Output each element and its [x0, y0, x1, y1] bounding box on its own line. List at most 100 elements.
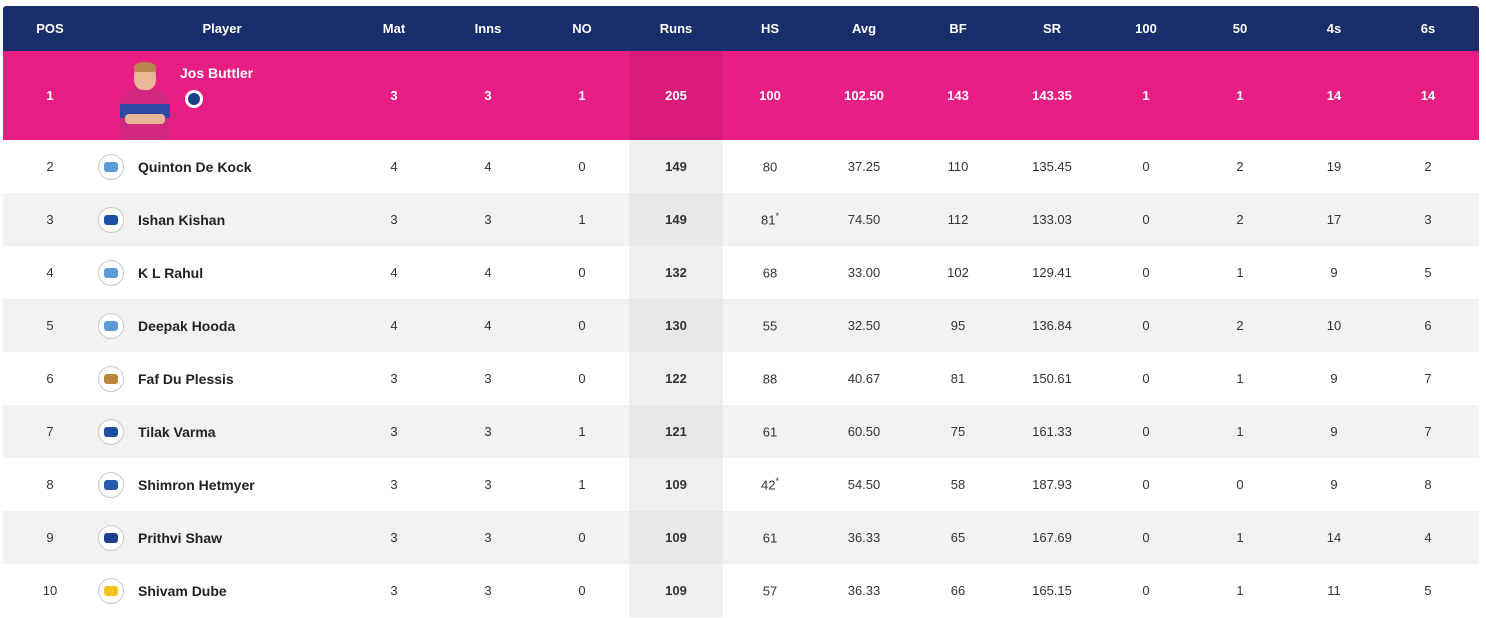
cell-sixes: 2	[1424, 159, 1432, 174]
player-name[interactable]: K L Rahul	[138, 264, 204, 281]
cell-bf: 75	[950, 424, 966, 439]
cell-sixes: 5	[1424, 265, 1432, 280]
cell-avg: 36.33	[847, 583, 881, 598]
cell-avg: 54.50	[847, 477, 881, 492]
header-player[interactable]: Player	[202, 21, 242, 36]
table-row[interactable]: 5 Deepak Hooda 4 4 0 130 55 32.50 95 136.84 0 2 10 6	[3, 299, 1479, 352]
header-pos[interactable]: POS	[36, 21, 64, 36]
cell-fifties: 1	[1236, 371, 1244, 386]
cell-runs: 205	[629, 51, 723, 140]
cell-hundreds: 0	[1142, 583, 1150, 598]
header-avg[interactable]: Avg	[851, 21, 877, 36]
cell-pos: 9	[46, 530, 54, 545]
cell-sixes: 5	[1424, 583, 1432, 598]
cell-no: 0	[578, 371, 586, 386]
leader-row[interactable]: 1 Jos Buttler 3 3 1 205 100 102.50 143 1…	[3, 51, 1479, 140]
cell-no: 1	[578, 88, 586, 103]
cell-fours: 9	[1330, 371, 1338, 386]
cell-player[interactable]: Tilak Varma	[97, 405, 347, 458]
team-logo-icon	[98, 312, 124, 339]
team-logo-icon	[98, 365, 124, 392]
not-out-marker: *	[775, 476, 779, 487]
table-row[interactable]: 4 K L Rahul 4 4 0 132 68 33.00 102 129.41 0 1 9 5	[3, 246, 1479, 299]
cell-bf: 95	[950, 318, 966, 333]
player-photo	[117, 62, 173, 140]
cell-player[interactable]: Jos Buttler	[97, 51, 347, 140]
table-row[interactable]: 7 Tilak Varma 3 3 1 121 61 60.50 75 161.33 0 1 9 7	[3, 405, 1479, 458]
header-no[interactable]: NO	[572, 21, 592, 36]
header-inns[interactable]: Inns	[474, 21, 502, 36]
player-name[interactable]: Deepak Hooda	[138, 317, 236, 334]
header-sr[interactable]: SR	[1042, 21, 1062, 36]
header-mat[interactable]: Mat	[382, 21, 406, 36]
batting-leaderboard-table: POS Player Mat Inns NO Runs HS Avg BF SR…	[3, 6, 1479, 617]
cell-player[interactable]: Prithvi Shaw	[97, 511, 347, 564]
player-name[interactable]: Tilak Varma	[138, 423, 216, 440]
cell-player[interactable]: Faf Du Plessis	[97, 352, 347, 405]
player-name[interactable]: Shimron Hetmyer	[138, 476, 255, 493]
team-logo-icon	[98, 206, 124, 233]
player-name[interactable]: Shivam Dube	[138, 582, 227, 599]
cell-runs: 122	[629, 352, 723, 405]
header-fifties[interactable]: 50	[1232, 21, 1248, 36]
table-row[interactable]: 10 Shivam Dube 3 3 0 109 57 36.33 66 165.15 0 1 11 5	[3, 564, 1479, 617]
cell-hs: 61	[723, 423, 817, 440]
cell-hs: 57	[723, 582, 817, 599]
cell-player[interactable]: Deepak Hooda	[97, 299, 347, 352]
cell-bf: 102	[947, 265, 969, 280]
table-row[interactable]: 9 Prithvi Shaw 3 3 0 109 61 36.33 65 167.69 0 1 14 4	[3, 511, 1479, 564]
player-name[interactable]: Prithvi Shaw	[138, 529, 223, 546]
header-bf[interactable]: BF	[949, 21, 967, 36]
cell-runs: 109	[629, 458, 723, 511]
player-name[interactable]: Quinton De Kock	[138, 158, 252, 175]
header-hs[interactable]: HS	[760, 21, 780, 36]
cell-sixes: 7	[1424, 424, 1432, 439]
table-row[interactable]: 2 Quinton De Kock 4 4 0 149 80 37.25 110 135.45 0 2…	[3, 140, 1479, 193]
cell-hs: 42*	[723, 476, 817, 492]
cell-player[interactable]: Quinton De Kock	[97, 140, 347, 193]
cell-no: 1	[578, 477, 586, 492]
cell-player[interactable]: Shivam Dube	[97, 564, 347, 617]
cell-no: 1	[578, 212, 586, 227]
cell-mat: 3	[390, 583, 398, 598]
cell-bf: 110	[947, 159, 969, 174]
table-row[interactable]: 3 Ishan Kishan 3 3 1 149 81* 74.50 112 133.03 0 2 17…	[3, 193, 1479, 246]
cell-avg: 60.50	[847, 424, 881, 439]
cell-hundreds: 0	[1142, 530, 1150, 545]
header-runs[interactable]: Runs	[659, 21, 693, 36]
cell-pos: 7	[46, 424, 54, 439]
cell-bf: 143	[947, 88, 969, 103]
team-logo-icon	[98, 577, 124, 604]
cell-fours: 19	[1326, 159, 1342, 174]
cell-player[interactable]: Ishan Kishan	[97, 193, 347, 246]
header-sixes[interactable]: 6s	[1420, 21, 1436, 36]
cell-sixes: 6	[1424, 318, 1432, 333]
cell-player[interactable]: K L Rahul	[97, 246, 347, 299]
cell-pos: 1	[46, 88, 54, 103]
cell-hundreds: 0	[1142, 265, 1150, 280]
player-name[interactable]: Faf Du Plessis	[138, 370, 234, 387]
cell-fifties: 2	[1236, 212, 1244, 227]
cell-mat: 4	[390, 265, 398, 280]
header-fours[interactable]: 4s	[1326, 21, 1342, 36]
table-row[interactable]: 6 Faf Du Plessis 3 3 0 122 88 40.67 81 150.61 0 1 9 7	[3, 352, 1479, 405]
cell-fifties: 1	[1236, 583, 1244, 598]
cell-fifties: 1	[1236, 424, 1244, 439]
player-name[interactable]: Ishan Kishan	[138, 211, 226, 228]
cell-fifties: 0	[1236, 477, 1244, 492]
cell-mat: 3	[390, 212, 398, 227]
cell-bf: 58	[950, 477, 966, 492]
cell-inns: 4	[484, 159, 492, 174]
team-logo-icon	[98, 524, 124, 551]
team-logo-icon	[98, 471, 124, 498]
cell-mat: 3	[390, 477, 398, 492]
cell-player[interactable]: Shimron Hetmyer	[97, 458, 347, 511]
table-row[interactable]: 8 Shimron Hetmyer 3 3 1 109 42* 54.50 58 187.93 0 0…	[3, 458, 1479, 511]
player-name[interactable]: Jos Buttler	[180, 65, 254, 81]
cell-bf: 112	[947, 212, 969, 227]
cell-sixes: 7	[1424, 371, 1432, 386]
cell-sixes: 4	[1424, 530, 1432, 545]
header-hundreds[interactable]: 100	[1135, 21, 1157, 36]
cell-pos: 8	[46, 477, 54, 492]
cell-sr: 129.41	[1032, 265, 1072, 280]
